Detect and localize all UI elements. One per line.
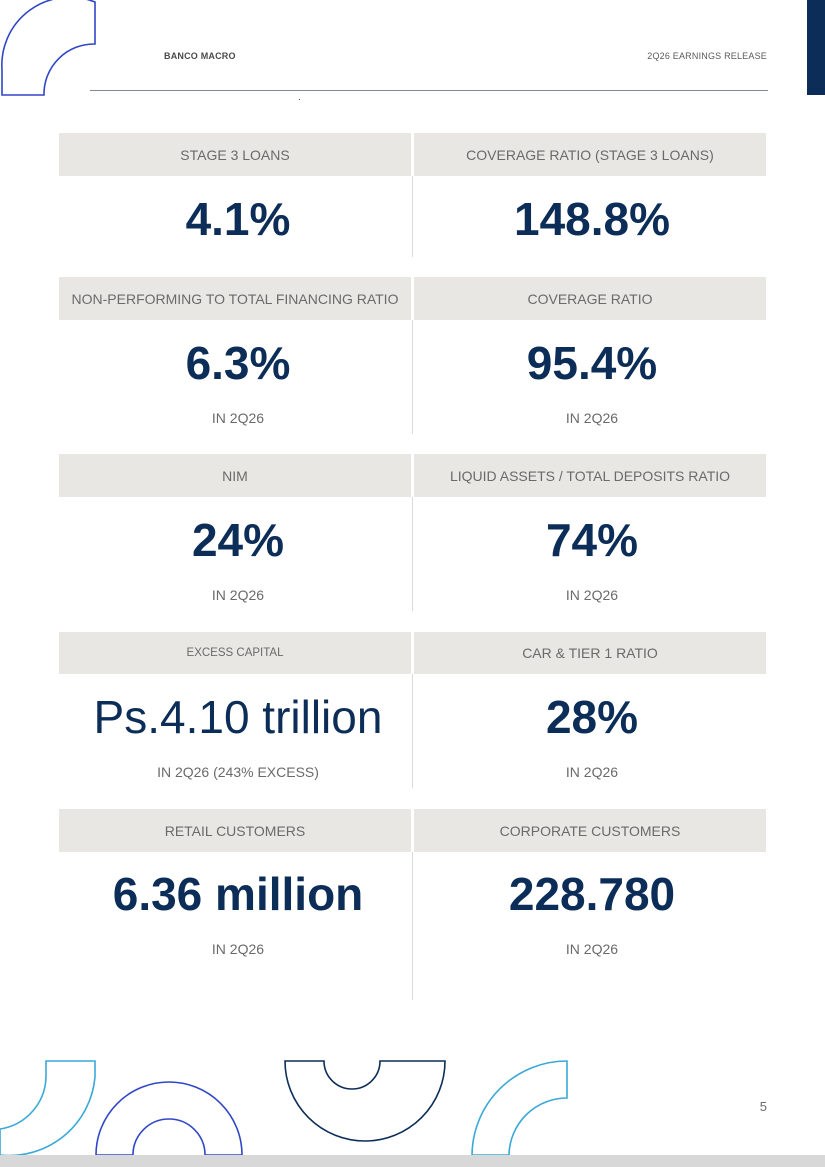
metric-period-corporate-customers: IN 2Q26	[565, 941, 619, 957]
metric-period-liquid-assets: IN 2Q26	[565, 587, 619, 603]
metric-label-excess-capital: EXCESS CAPITAL	[59, 632, 411, 674]
footer-band	[0, 1155, 825, 1167]
page-number: 5	[759, 1099, 767, 1114]
header-divider	[90, 90, 768, 91]
metric-value-npl-ratio: 6.3%	[185, 337, 291, 389]
metric-value-retail-customers: 6.36 million	[112, 868, 364, 920]
release-title: 2Q26 EARNINGS RELEASE	[647, 51, 767, 61]
decorative-arcs-bottom	[0, 1060, 568, 1157]
metric-value-corporate-customers: 228.780	[508, 868, 676, 920]
column-divider	[412, 176, 413, 257]
metric-period-car-tier1: IN 2Q26	[565, 764, 619, 780]
metric-value-nim: 24%	[191, 514, 285, 566]
metric-value-liquid-assets: 74%	[545, 514, 639, 566]
metric-period-retail-customers: IN 2Q26	[211, 941, 265, 957]
metric-label-coverage-stage3: COVERAGE RATIO (STAGE 3 LOANS)	[414, 133, 766, 176]
metric-label-car-tier1: CAR & TIER 1 RATIO	[414, 632, 766, 674]
metric-label-liquid-assets: LIQUID ASSETS / TOTAL DEPOSITS RATIO	[414, 454, 766, 497]
metric-value-coverage-ratio: 95.4%	[526, 337, 658, 389]
stray-dot	[299, 99, 300, 100]
metric-value-stage3-loans: 4.1%	[185, 193, 291, 245]
metric-label-npl-ratio: NON-PERFORMING TO TOTAL FINANCING RATIO	[59, 277, 411, 320]
metric-label-retail-customers: RETAIL CUSTOMERS	[59, 809, 411, 852]
header-accent-bar	[807, 0, 825, 95]
metric-value-excess-capital: Ps.4.10 trillion	[93, 691, 383, 743]
metric-label-corporate-customers: CORPORATE CUSTOMERS	[414, 809, 766, 852]
brand-name: BANCO MACRO	[164, 51, 236, 61]
metric-period-excess-capital: IN 2Q26 (243% EXCESS)	[157, 764, 319, 780]
column-divider	[412, 852, 413, 1000]
decorative-arc-top-left	[1, 0, 96, 96]
metric-period-coverage-ratio: IN 2Q26	[565, 410, 619, 426]
metric-period-nim: IN 2Q26	[211, 587, 265, 603]
metric-value-car-tier1: 28%	[545, 691, 639, 743]
metric-label-nim: NIM	[59, 454, 411, 497]
column-divider	[412, 320, 413, 434]
column-divider	[412, 674, 413, 788]
metric-label-coverage-ratio: COVERAGE RATIO	[414, 277, 766, 320]
column-divider	[412, 497, 413, 611]
metric-value-coverage-stage3: 148.8%	[513, 193, 670, 245]
metric-label-stage3-loans: STAGE 3 LOANS	[59, 133, 411, 176]
metric-period-npl-ratio: IN 2Q26	[211, 410, 265, 426]
